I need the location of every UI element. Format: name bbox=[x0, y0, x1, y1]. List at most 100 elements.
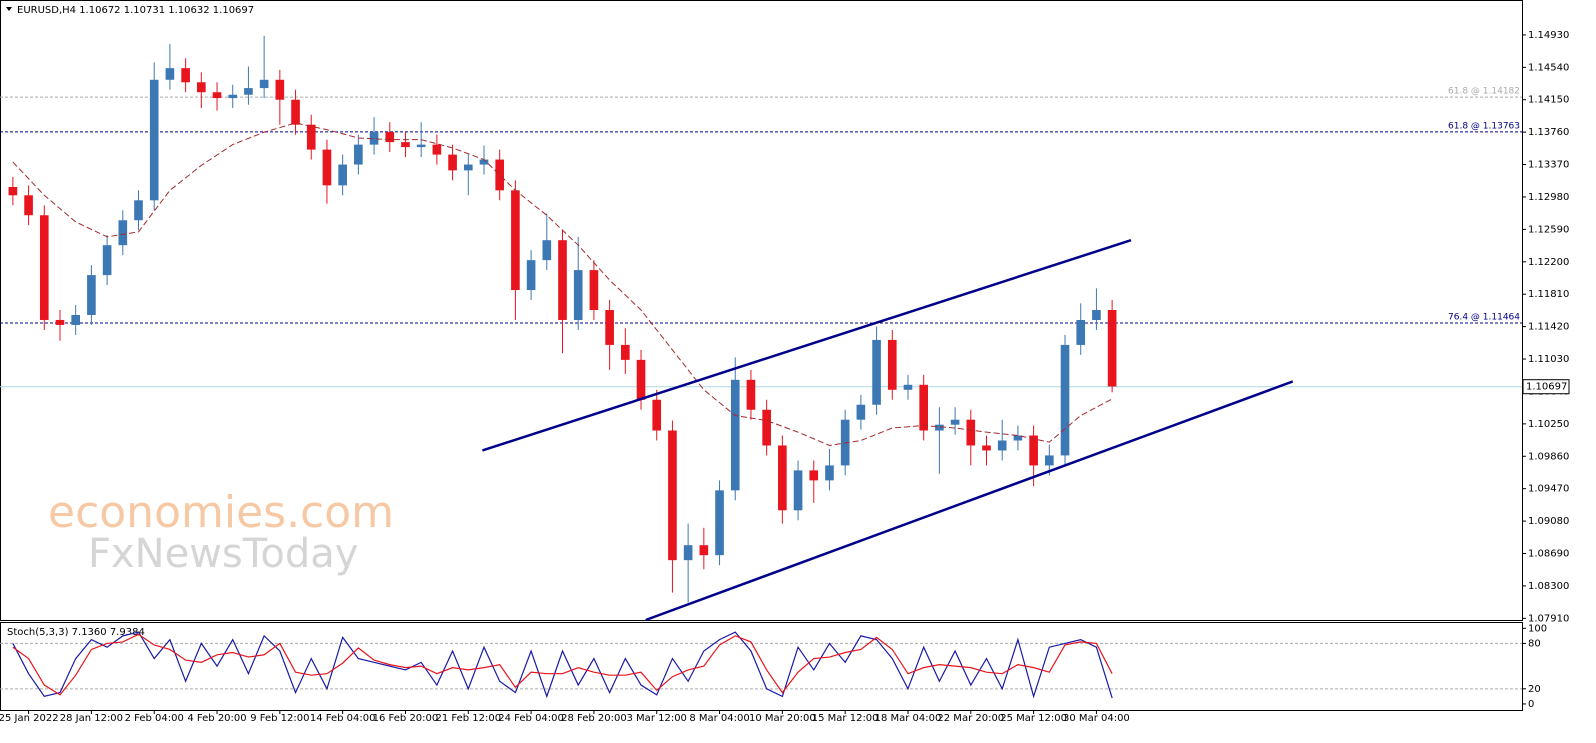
candle-body bbox=[448, 154, 457, 171]
trendline bbox=[645, 380, 1294, 622]
indicator-panel bbox=[0, 622, 1523, 711]
candle-body bbox=[24, 195, 33, 216]
candle-body bbox=[1045, 455, 1054, 466]
candle-body bbox=[228, 94, 238, 99]
candle-body bbox=[8, 186, 18, 196]
candle-body bbox=[1076, 319, 1086, 345]
x-tick-label: 28 Feb 20:00 bbox=[561, 713, 627, 724]
y-tick-label: 1.11810 bbox=[1528, 289, 1569, 300]
candle-body bbox=[997, 440, 1007, 451]
candle-body bbox=[369, 132, 379, 145]
y-tick-label: 1.10250 bbox=[1528, 419, 1569, 430]
candle-body bbox=[479, 159, 489, 165]
candle-body bbox=[55, 319, 65, 325]
y-tick-label: 1.08300 bbox=[1528, 581, 1569, 592]
candle-body bbox=[809, 470, 819, 481]
candle-body bbox=[1107, 310, 1117, 387]
x-tick-label: 16 Feb 20:00 bbox=[373, 713, 439, 724]
moving-average bbox=[12, 122, 1113, 446]
candle-body bbox=[652, 399, 662, 431]
candle-body bbox=[903, 384, 913, 390]
y-tick-label: 1.13760 bbox=[1528, 127, 1569, 138]
menu-arrow bbox=[6, 7, 12, 11]
fib-label: 61.8 @ 1.14182 bbox=[1448, 87, 1520, 97]
x-tick-label: 9 Feb 12:00 bbox=[250, 713, 309, 724]
candle-body bbox=[1060, 344, 1070, 456]
candle-body bbox=[338, 164, 347, 186]
candle-body bbox=[605, 310, 614, 345]
candle-body bbox=[259, 79, 269, 89]
candle-body bbox=[495, 159, 505, 191]
x-tick-label: 4 Feb 20:00 bbox=[187, 713, 246, 724]
x-tick-label: 28 Jan 12:00 bbox=[60, 713, 123, 724]
candle-body bbox=[102, 245, 112, 276]
candle-body bbox=[778, 445, 787, 511]
candle-body bbox=[149, 79, 159, 201]
y-tick-label: 1.09470 bbox=[1528, 484, 1569, 495]
stochastic-line bbox=[12, 631, 1113, 699]
y-tick-label: 1.13370 bbox=[1528, 160, 1569, 171]
current-price-box bbox=[1522, 379, 1570, 395]
x-tick-label: 2 Feb 04:00 bbox=[125, 713, 184, 724]
x-tick-label: 22 Mar 20:00 bbox=[937, 713, 1004, 724]
candle-body bbox=[730, 379, 740, 491]
candle-body bbox=[919, 384, 929, 431]
candle-body bbox=[71, 314, 81, 325]
y-tick-label: 1.12590 bbox=[1528, 224, 1569, 235]
candle-body bbox=[887, 339, 897, 390]
y-tick-label: 20 bbox=[1528, 684, 1541, 695]
candle-body bbox=[291, 99, 300, 125]
indicator-title: Stoch(5,3,3) 7.1360 7.9384 bbox=[7, 627, 145, 638]
chart-title: EURUSD,H4 1.10672 1.10731 1.10632 1.1069… bbox=[17, 5, 254, 16]
candle-body bbox=[935, 424, 944, 431]
candle-body bbox=[212, 92, 222, 99]
x-tick-label: 10 Mar 20:00 bbox=[749, 713, 816, 724]
candle-body bbox=[589, 270, 599, 310]
candle-body bbox=[966, 419, 976, 446]
x-tick-label: 15 Mar 12:00 bbox=[812, 713, 879, 724]
candle-body bbox=[825, 465, 834, 481]
candle-body bbox=[1029, 435, 1038, 466]
candle-body bbox=[793, 470, 803, 511]
candle-body bbox=[385, 132, 395, 143]
candle-body bbox=[87, 275, 96, 315]
candle-body bbox=[354, 144, 363, 165]
x-tick-label: 24 Feb 04:00 bbox=[498, 713, 564, 724]
trendline bbox=[482, 238, 1132, 452]
watermark: FxNewsToday bbox=[88, 531, 358, 577]
y-tick-label: 1.09080 bbox=[1528, 516, 1569, 527]
candle-body bbox=[416, 144, 426, 148]
candle-body bbox=[322, 149, 332, 186]
y-tick-label: 100 bbox=[1528, 623, 1547, 634]
x-tick-label: 8 Mar 04:00 bbox=[689, 713, 749, 724]
candle-body bbox=[683, 545, 693, 561]
current-price-label: 1.10697 bbox=[1526, 382, 1567, 393]
candle-body bbox=[244, 88, 253, 95]
candle-body bbox=[699, 545, 709, 556]
candle-body bbox=[872, 339, 881, 405]
candle-body bbox=[558, 240, 567, 320]
x-tick-label: 18 Mar 04:00 bbox=[875, 713, 942, 724]
candle-body bbox=[118, 220, 128, 246]
x-tick-label: 21 Feb 12:00 bbox=[435, 713, 501, 724]
fib-label: 61.8 @ 1.13763 bbox=[1448, 121, 1520, 131]
candle-body bbox=[982, 445, 991, 451]
y-tick-label: 80 bbox=[1528, 638, 1541, 649]
candle-body bbox=[511, 190, 520, 291]
main-panel bbox=[0, 0, 1523, 621]
candle-body bbox=[401, 142, 410, 148]
candle-body bbox=[950, 419, 960, 425]
stochastic-line bbox=[12, 633, 1113, 696]
candle-body bbox=[306, 124, 316, 150]
x-tick-label: 3 Mar 12:00 bbox=[627, 713, 687, 724]
y-tick-label: 0 bbox=[1528, 699, 1534, 710]
candle-body bbox=[746, 379, 756, 410]
candle-body bbox=[621, 344, 630, 360]
y-tick-label: 1.07910 bbox=[1528, 613, 1569, 624]
candle-body bbox=[181, 68, 190, 83]
candle-body bbox=[1013, 435, 1023, 441]
candle-body bbox=[197, 82, 206, 93]
fib-label: 76.4 @ 1.11464 bbox=[1448, 312, 1520, 322]
x-tick-label: 14 Feb 04:00 bbox=[310, 713, 376, 724]
x-tick-label: 25 Mar 12:00 bbox=[1000, 713, 1067, 724]
